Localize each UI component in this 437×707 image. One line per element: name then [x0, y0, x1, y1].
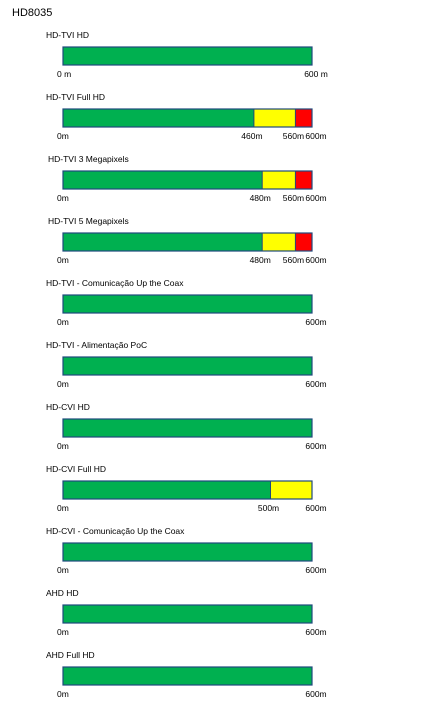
- tick-label: 0m: [57, 689, 69, 699]
- chart-title: HD-TVI - Comunicação Up the Coax: [46, 278, 184, 288]
- chart-title: AHD Full HD: [46, 650, 95, 660]
- bar-outline: [62, 666, 313, 686]
- chart-title: HD-TVI Full HD: [46, 92, 105, 102]
- tick-label: 600m: [305, 441, 326, 451]
- tick-label: 600m: [305, 503, 326, 513]
- range-chart: AHD Full HD 0m 600m: [46, 650, 327, 699]
- tick-label: 600m: [305, 193, 326, 203]
- range-segment-green: [63, 419, 312, 437]
- chart-title: AHD HD: [46, 588, 79, 598]
- range-segment-red: [295, 109, 312, 127]
- range-chart: HD-TVI Full HD 0m 460m 560m 600m: [46, 92, 327, 141]
- tick-label: 500m: [258, 503, 279, 513]
- bar-outline: [62, 604, 313, 624]
- tick-label: 0m: [57, 193, 69, 203]
- range-chart: HD-CVI Full HD 0m 500m 600m: [46, 464, 327, 513]
- tick-label: 0m: [57, 503, 69, 513]
- tick-label: 600m: [305, 379, 326, 389]
- chart-title: HD-CVI Full HD: [46, 464, 106, 474]
- tick-label: 480m: [250, 255, 271, 265]
- tick-label: 0 m: [57, 69, 71, 79]
- tick-label: 600m: [305, 627, 326, 637]
- bar-outline: [62, 542, 313, 562]
- chart-title: HD-TVI 3 Megapixels: [48, 154, 129, 164]
- chart-title: HD-TVI - Alimentação PoC: [46, 340, 147, 350]
- range-segment-yellow: [253, 109, 296, 127]
- tick-label: 560m: [283, 255, 304, 265]
- tick-label: 600m: [305, 255, 326, 265]
- chart-title: HD-TVI 5 Megapixels: [48, 216, 129, 226]
- range-segment-yellow: [262, 233, 296, 251]
- bar-outline: [62, 294, 313, 314]
- range-chart: HD-CVI HD 0m 600m: [46, 402, 327, 451]
- range-segment-green: [63, 667, 312, 685]
- tick-label: 600m: [305, 689, 326, 699]
- tick-label: 0m: [57, 565, 69, 575]
- tick-label: 0m: [57, 131, 69, 141]
- range-chart: HD-TVI HD 0 m 600 m: [46, 30, 328, 79]
- range-chart: HD-TVI 5 Megapixels 0m 480m 560m 600m: [48, 216, 327, 265]
- range-chart: HD-TVI 3 Megapixels 0m 480m 560m 600m: [48, 154, 327, 203]
- tick-label: 600m: [305, 565, 326, 575]
- tick-label: 0m: [57, 441, 69, 451]
- tick-label: 560m: [283, 193, 304, 203]
- bar-outline: [62, 418, 313, 438]
- range-segment-green: [63, 47, 312, 65]
- range-segment-red: [295, 171, 312, 189]
- tick-label: 0m: [57, 627, 69, 637]
- range-segment-green: [63, 543, 312, 561]
- range-chart: HD-CVI - Comunicação Up the Coax 0m 600m: [46, 526, 327, 575]
- chart-title: HD-TVI HD: [46, 30, 89, 40]
- tick-label: 460m: [241, 131, 262, 141]
- range-segment-green: [63, 233, 263, 251]
- bar-outline: [62, 46, 313, 66]
- bar-outline: [62, 170, 313, 190]
- page-title: HD8035: [12, 7, 53, 19]
- range-segment-green: [63, 109, 254, 127]
- tick-label: 600 m: [304, 69, 328, 79]
- bar-outline: [62, 232, 313, 252]
- range-chart: HD-TVI - Comunicação Up the Coax 0m 600m: [46, 278, 327, 327]
- tick-label: 0m: [57, 317, 69, 327]
- tick-label: 600m: [305, 131, 326, 141]
- range-segment-red: [295, 233, 312, 251]
- bar-outline: [62, 480, 313, 500]
- chart-title: HD-CVI - Comunicação Up the Coax: [46, 526, 185, 536]
- range-segment-green: [63, 171, 263, 189]
- tick-label: 0m: [57, 255, 69, 265]
- tick-label: 480m: [250, 193, 271, 203]
- range-segment-yellow: [262, 171, 296, 189]
- range-segment-green: [63, 295, 312, 313]
- tick-label: 600m: [305, 317, 326, 327]
- range-segment-green: [63, 605, 312, 623]
- range-segment-yellow: [270, 481, 312, 499]
- range-chart: HD-TVI - Alimentação PoC 0m 600m: [46, 340, 327, 389]
- chart-title: HD-CVI HD: [46, 402, 90, 412]
- bar-outline: [62, 108, 313, 128]
- tick-label: 0m: [57, 379, 69, 389]
- tick-label: 560m: [283, 131, 304, 141]
- bar-outline: [62, 356, 313, 376]
- range-segment-green: [63, 357, 312, 375]
- range-chart: AHD HD 0m 600m: [46, 588, 327, 637]
- range-segment-green: [63, 481, 271, 499]
